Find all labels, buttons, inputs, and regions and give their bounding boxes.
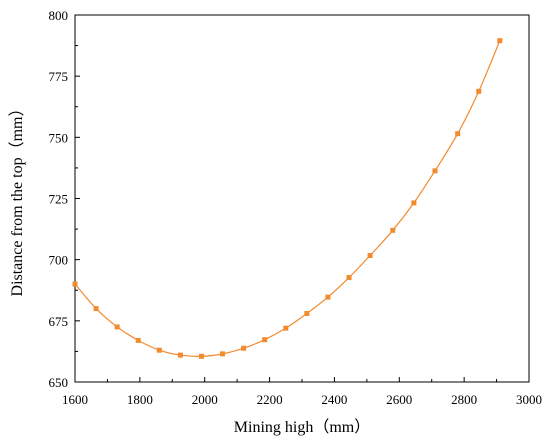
series-line bbox=[74, 40, 501, 357]
y-tick-label: 800 bbox=[49, 8, 69, 23]
y-tick-label: 750 bbox=[49, 130, 69, 145]
y-tick-label: 725 bbox=[49, 192, 69, 207]
data-point bbox=[177, 352, 183, 358]
data-point bbox=[411, 200, 417, 206]
axes bbox=[74, 14, 530, 383]
y-tick-label: 675 bbox=[49, 314, 69, 329]
data-point bbox=[114, 324, 120, 330]
data-point bbox=[283, 325, 289, 331]
x-tick-label: 2400 bbox=[321, 392, 347, 407]
data-point bbox=[304, 310, 310, 316]
data-point bbox=[476, 88, 482, 94]
data-point bbox=[390, 227, 396, 233]
x-tick-label: 2800 bbox=[451, 392, 477, 407]
x-axis-ticks: 1600 1800 2000 2200 2400 2600 2800 3000 bbox=[62, 377, 542, 407]
data-point bbox=[198, 353, 204, 359]
data-point bbox=[432, 168, 438, 174]
data-point bbox=[220, 351, 226, 357]
plot-frame bbox=[74, 14, 530, 383]
x-tick-label: 2200 bbox=[257, 392, 283, 407]
y-axis-title: Distance from the top（mm） bbox=[8, 101, 26, 297]
data-point bbox=[262, 337, 268, 343]
data-point bbox=[93, 306, 99, 312]
data-point bbox=[455, 131, 461, 137]
series-layer bbox=[72, 38, 503, 359]
y-axis-ticks: 650 675 700 725 750 775 800 bbox=[49, 8, 80, 390]
x-tick-label: 1800 bbox=[127, 392, 153, 407]
data-point bbox=[346, 275, 352, 281]
x-tick-label: 1600 bbox=[62, 392, 88, 407]
x-tick-label: 2600 bbox=[386, 392, 412, 407]
data-point bbox=[135, 337, 141, 343]
data-point bbox=[156, 347, 162, 353]
x-tick-label: 3000 bbox=[516, 392, 542, 407]
y-tick-label: 700 bbox=[49, 253, 69, 268]
y-tick-label: 650 bbox=[49, 375, 69, 390]
y-tick-label: 775 bbox=[49, 69, 69, 84]
data-point bbox=[72, 281, 78, 287]
data-point bbox=[497, 38, 503, 44]
x-tick-label: 2000 bbox=[192, 392, 218, 407]
data-point bbox=[241, 345, 247, 351]
data-point bbox=[325, 294, 331, 300]
data-point bbox=[367, 253, 373, 259]
x-axis-title: Mining high（mm） bbox=[234, 418, 370, 436]
